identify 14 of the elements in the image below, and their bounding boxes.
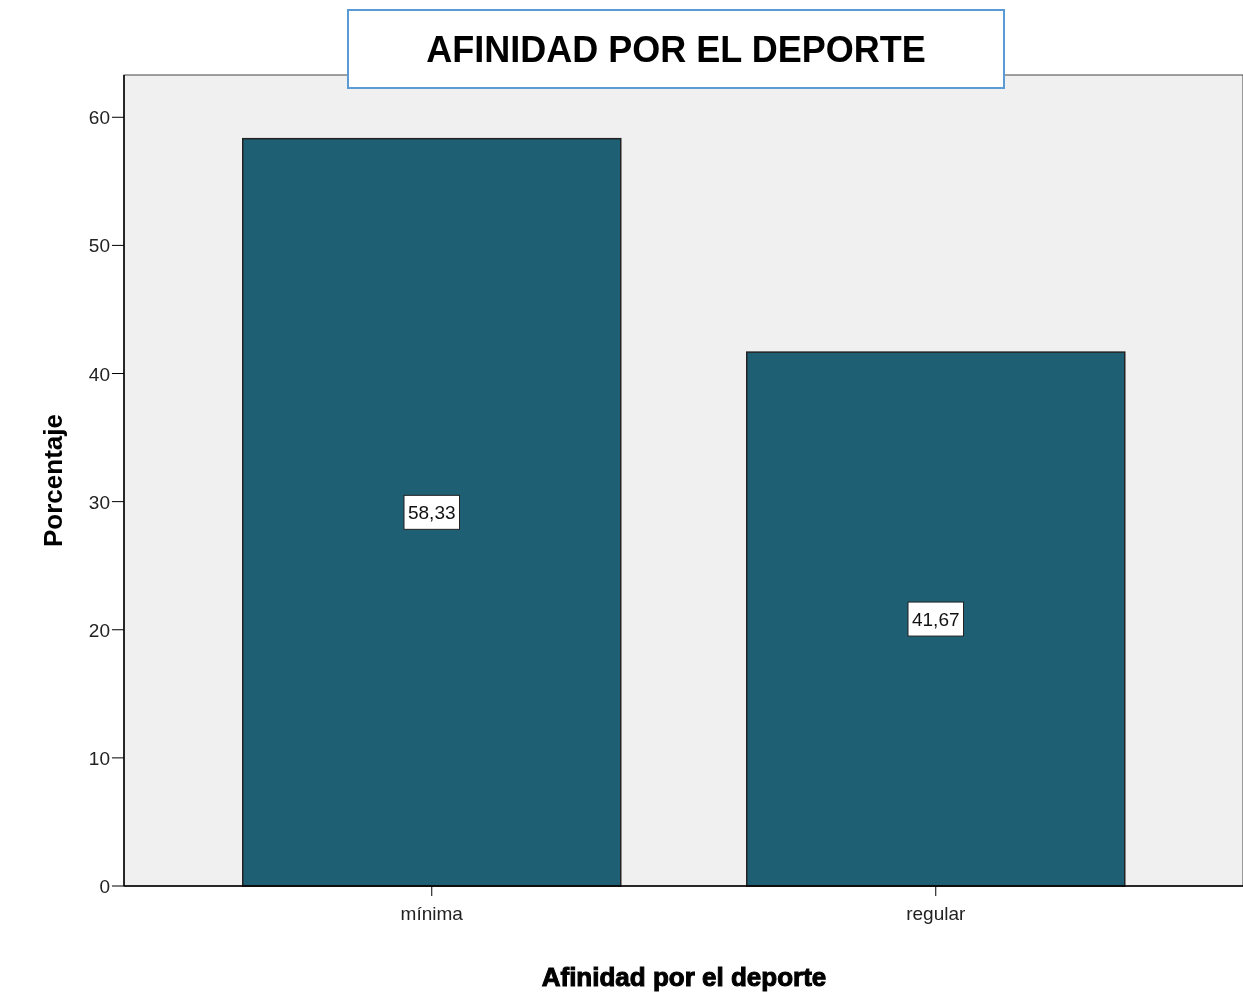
x-tick-label: regular [906,903,966,924]
chart-title: AFINIDAD POR EL DEPORTE [426,29,926,70]
y-tick-label: 50 [88,235,110,257]
y-tick-label: 0 [99,876,110,897]
data-label: 41,67 [911,609,960,631]
y-tick-label: 20 [88,619,110,641]
y-tick-label: 10 [88,747,110,769]
y-tick-label: 60 [88,107,110,129]
y-tick-label: 40 [88,363,110,385]
x-axis-title: Afinidad por el deporte [541,962,827,992]
data-label: 58,33 [407,502,456,524]
y-axis-title: Porcentaje [38,414,68,547]
x-tick-label: mínima [400,903,464,924]
y-tick-label: 30 [88,491,110,513]
